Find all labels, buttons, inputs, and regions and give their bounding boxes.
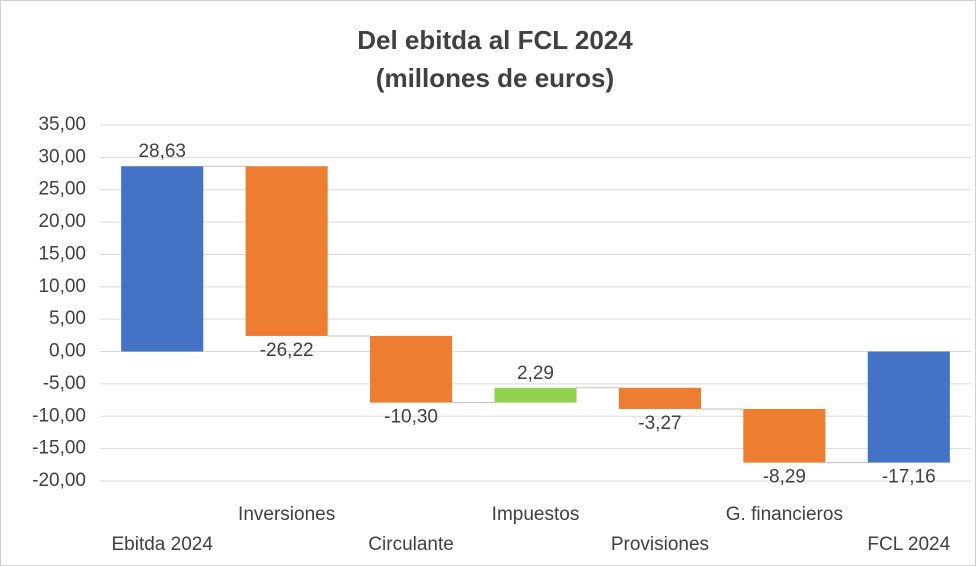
y-tick-label: 20,00 <box>38 211 86 232</box>
y-tick-label: 30,00 <box>38 146 86 167</box>
data-label: -10,30 <box>384 407 438 428</box>
y-tick-label: 35,00 <box>38 114 86 135</box>
bar <box>618 387 701 409</box>
bar <box>245 166 328 336</box>
y-tick-label: -5,00 <box>43 373 86 394</box>
y-tick-label: 0,00 <box>49 341 86 362</box>
y-tick-label: -20,00 <box>32 470 86 491</box>
bar <box>121 166 204 352</box>
data-label: 28,63 <box>138 141 186 162</box>
bar <box>494 387 577 403</box>
x-tick-label: G. financieros <box>726 504 843 525</box>
chart-title: Del ebitda al FCL 2024 <box>357 25 633 55</box>
data-label: -17,16 <box>882 467 936 488</box>
y-tick-label: -15,00 <box>32 438 86 459</box>
x-tick-label: Provisiones <box>611 534 709 555</box>
y-tick-label: 10,00 <box>38 276 86 297</box>
data-label: -3,27 <box>638 413 681 434</box>
x-tick-label: Impuestos <box>492 504 580 525</box>
x-tick-label: FCL 2024 <box>867 534 950 555</box>
y-tick-label: 15,00 <box>38 243 86 264</box>
x-tick-label: Inversiones <box>238 504 335 525</box>
bar <box>370 335 453 403</box>
y-tick-label: 25,00 <box>38 179 86 200</box>
bar <box>867 351 950 463</box>
chart-subtitle: (millones de euros) <box>376 63 614 93</box>
x-tick-label: Ebitda 2024 <box>112 534 214 555</box>
data-label: 2,29 <box>517 363 554 384</box>
data-label: -8,29 <box>763 467 806 488</box>
y-tick-label: 5,00 <box>49 308 86 329</box>
bar <box>743 408 826 463</box>
x-tick-label: Circulante <box>368 534 454 555</box>
y-tick-label: -10,00 <box>32 405 86 426</box>
data-label: -26,22 <box>260 340 314 361</box>
